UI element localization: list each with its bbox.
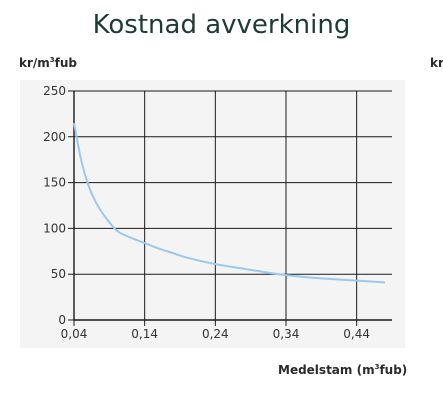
x-tick-label-1: 0,14 [131,327,158,341]
y-tick-label-3: 150 [43,176,66,190]
y-tick-label-5: 250 [43,84,66,98]
y-axis-label: kr/m3fub [19,56,77,70]
x-axis-label: Medelstam (m3fub) [278,363,407,377]
tick-labels: 0 50 100 150 200 250 0,04 0,14 0,24 0,34 0,44 [43,84,370,341]
x-tick-label-0: 0,04 [61,327,88,341]
chart-title: Kostnad avverkning [92,10,351,40]
grid-layer [68,90,392,326]
x-tick-label-3: 0,34 [273,327,300,341]
y-tick-label-4: 200 [43,130,66,144]
series-line-0 [73,122,385,284]
y-tick-label-0: 0 [58,313,66,327]
series-layer [73,122,385,284]
plot-background [20,80,405,348]
x-axis-label-main: Medelstam (m [278,363,375,377]
x-tick-label-4: 0,44 [343,327,370,341]
x-axis-label-suffix: fub) [379,363,408,377]
y-axis-label-suffix: fub [54,56,78,70]
y-tick-label-1: 50 [51,267,66,281]
axis-layer [73,91,392,321]
y-tick-label-2: 100 [43,221,66,235]
y-axis-label-main: kr/m [19,56,50,70]
clipped-neighbor-label: kr [430,56,443,70]
x-axis-label-superscript: 3 [374,363,380,371]
y-axis-label-superscript: 3 [49,56,55,64]
x-tick-label-2: 0,24 [202,327,229,341]
